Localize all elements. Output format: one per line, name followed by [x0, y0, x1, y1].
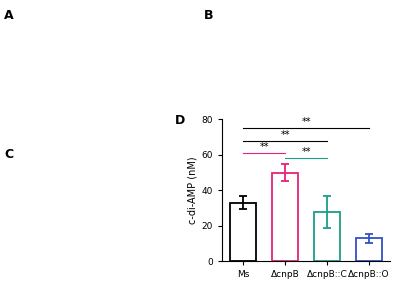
Y-axis label: c-di-AMP (nM): c-di-AMP (nM) — [187, 156, 197, 224]
Text: D: D — [175, 114, 185, 127]
Text: **: ** — [280, 130, 290, 140]
Bar — [356, 238, 382, 261]
Bar — [272, 172, 298, 261]
Text: A: A — [4, 9, 14, 22]
Bar — [314, 212, 340, 261]
Text: **: ** — [259, 142, 269, 152]
Bar — [230, 203, 256, 261]
Text: **: ** — [301, 117, 311, 127]
Text: C: C — [4, 148, 13, 161]
Text: B: B — [204, 9, 214, 22]
Text: **: ** — [301, 147, 311, 157]
